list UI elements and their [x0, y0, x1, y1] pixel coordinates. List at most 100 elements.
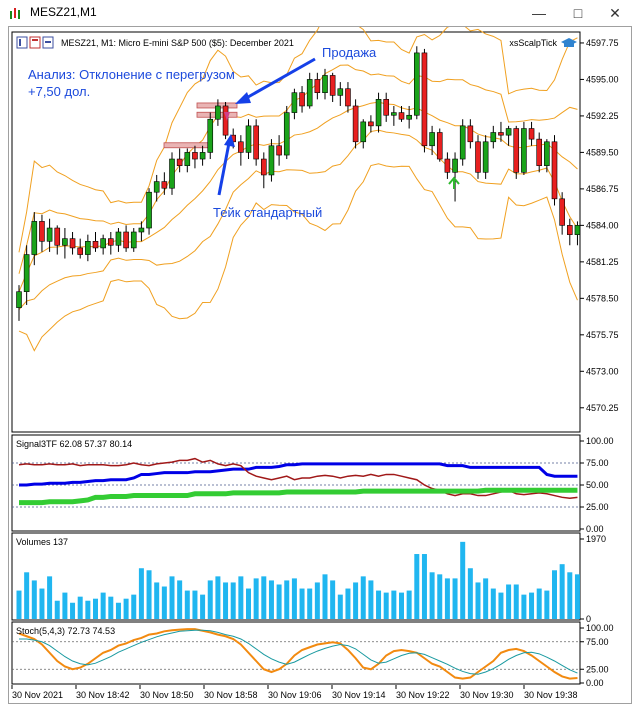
candle-body	[467, 125, 474, 143]
candle-body	[62, 238, 68, 246]
volume-bar	[521, 594, 527, 619]
candle-body	[215, 105, 221, 120]
candle-body	[161, 181, 168, 189]
volume-bar	[77, 596, 83, 619]
candle-body	[291, 92, 298, 113]
signal-tick-label: 25.00	[586, 502, 609, 512]
stoch-tick-label: 25.00	[586, 664, 609, 674]
time-tick-label: 30 Nov 18:50	[140, 690, 194, 700]
volume-bar	[475, 582, 481, 619]
volume-bar	[100, 592, 106, 619]
volume-bar	[24, 572, 30, 619]
volume-bar	[246, 588, 251, 619]
candle-body	[283, 112, 290, 156]
candle-body	[16, 291, 22, 308]
envelope-line	[18, 27, 578, 253]
candle-body	[391, 112, 397, 116]
minimize-button[interactable]: —	[532, 5, 546, 21]
volume-bar	[506, 584, 512, 619]
time-tick-label: 30 Nov 19:22	[396, 690, 450, 700]
price-tick-label: 4584.00	[586, 220, 619, 230]
candle-body	[398, 112, 405, 120]
volume-bar	[253, 578, 259, 619]
signal-series-line	[19, 487, 578, 506]
stoch-panel[interactable]: 100.00 75.00 25.00 0.00 Stoch(5,4,3) 72.73 …	[11, 621, 614, 688]
candle-body	[253, 125, 259, 160]
order-level-marker	[163, 142, 212, 149]
candle-body	[544, 141, 550, 166]
candle-body	[459, 125, 466, 160]
volume-bar	[483, 578, 489, 619]
candle-body	[92, 240, 99, 249]
candle-body	[153, 181, 160, 193]
stoch-panel-border	[11, 621, 581, 685]
time-tick-label: 30 Nov 18:42	[76, 690, 130, 700]
candle-body	[528, 128, 535, 140]
volume-bar	[360, 576, 366, 619]
volume-bar	[184, 590, 190, 619]
candle-body	[490, 132, 497, 143]
candle-body	[260, 158, 267, 176]
close-button[interactable]: ✕	[609, 5, 621, 21]
volume-bar	[383, 592, 389, 619]
volume-bar	[85, 600, 91, 619]
candle-body	[421, 52, 428, 147]
signal-y-axis: 100.00 75.00 50.00 25.00 0.00	[580, 436, 614, 534]
price-tick-label: 4575.75	[586, 330, 619, 340]
volume-panel[interactable]: 1970 0 Volumes 137	[11, 532, 606, 624]
sell-label: Продажа	[322, 45, 377, 60]
volume-tick-label: 1970	[586, 534, 606, 544]
volume-bar	[108, 596, 114, 619]
candle-body	[536, 138, 543, 166]
volume-bar	[284, 580, 290, 619]
maximize-button[interactable]: □	[573, 5, 583, 21]
take-arrow	[217, 134, 235, 196]
volume-bar	[444, 578, 450, 619]
time-tick-label: 30 Nov 2021	[12, 690, 63, 700]
sell-arrow	[235, 57, 316, 104]
signal-lines	[18, 457, 578, 506]
volume-bar	[353, 582, 359, 619]
window-title: MESZ21,M1	[30, 5, 97, 19]
volume-bar	[115, 602, 121, 619]
stoch-tick-label: 100.00	[586, 623, 614, 633]
volume-bar	[490, 588, 496, 619]
candle-body	[513, 128, 520, 173]
candle-body	[207, 118, 214, 153]
price-panel[interactable]: 4597.75 4595.00 4592.25 4589.50 4586.75 4584.…	[11, 27, 619, 433]
chart-window[interactable]: 4597.75 4595.00 4592.25 4589.50 4586.75 4584.…	[8, 26, 632, 704]
price-tick-label: 4581.25	[586, 257, 619, 267]
price-tick-label: 4573.00	[586, 366, 619, 376]
volume-y-axis: 1970 0	[580, 534, 606, 624]
chart-header: MESZ21, M1: Micro E-mini S&P 500 ($5): D…	[61, 38, 294, 48]
volume-bar	[368, 580, 374, 619]
candle-body	[498, 132, 504, 136]
volume-tick-label: 0	[586, 614, 591, 624]
candle-body	[475, 141, 481, 173]
signal-tick-label: 75.00	[586, 458, 609, 468]
volume-bar	[552, 570, 557, 619]
candle-body	[69, 238, 76, 249]
volume-bar	[93, 598, 98, 619]
candle-body	[444, 158, 451, 173]
volume-bar	[261, 576, 267, 619]
volume-bar	[154, 582, 160, 619]
volume-bar	[299, 588, 305, 619]
volume-bar	[414, 554, 420, 619]
candle-body	[551, 141, 558, 200]
chart-header-icon[interactable]	[16, 36, 54, 49]
volume-bar	[123, 598, 129, 619]
volume-bar	[513, 584, 519, 619]
candle-body	[452, 158, 458, 173]
signal-tick-label: 50.00	[586, 480, 609, 490]
chart-canvas[interactable]: 4597.75 4595.00 4592.25 4589.50 4586.75 4584.…	[9, 27, 631, 703]
volume-bar	[399, 592, 404, 619]
signal-panel[interactable]: 100.00 75.00 50.00 25.00 0.00 Signal3TF 62.0…	[11, 434, 614, 534]
volume-bar	[437, 574, 443, 619]
volume-bar	[559, 564, 565, 619]
candle-body	[54, 227, 61, 246]
volume-bar	[460, 541, 466, 619]
signal-tick-label: 100.00	[586, 436, 614, 446]
stoch-tick-label: 0.00	[586, 678, 604, 688]
volume-bar	[337, 594, 343, 619]
